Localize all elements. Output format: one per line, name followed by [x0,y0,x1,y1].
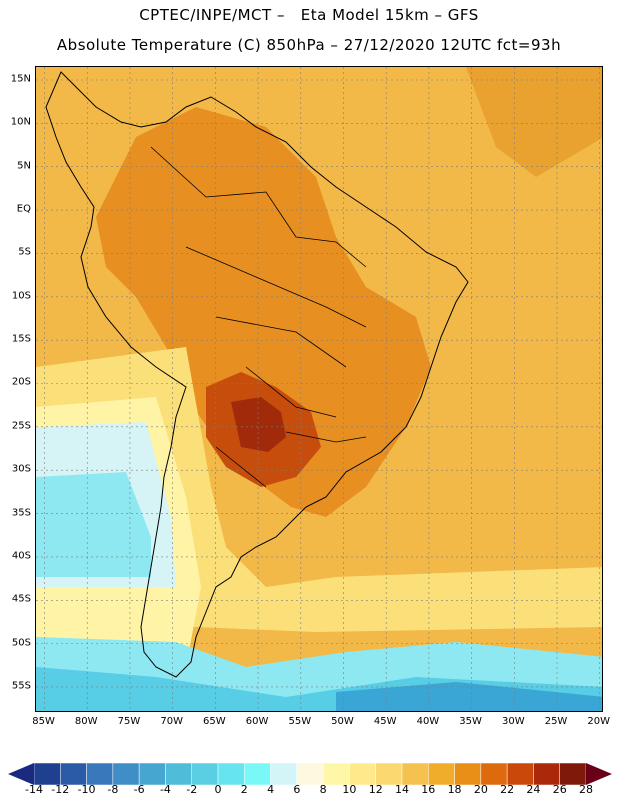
continental-hot-zone [96,107,431,517]
colorbar-label: 28 [579,783,593,796]
colorbar-label: 8 [319,783,327,796]
colder-pacific-zone [36,472,151,577]
colorbar-cell [191,762,219,786]
latitude-label: 5N [17,160,31,172]
colorbar-cell [375,762,403,786]
colorbar-label: -10 [77,783,96,796]
colorbar-label: 24 [526,783,541,796]
colorbar-label: 22 [500,783,515,796]
latitude-label: 35S [11,507,31,519]
colorbar-cell [401,762,429,786]
latitude-label: 30S [11,463,31,475]
warm-atlantic-area [466,67,602,177]
longitude-label: 65W [203,716,226,727]
colorbar-label: -6 [133,783,145,796]
longitude-label: 80W [74,716,98,727]
longitude-label: 20W [587,716,611,727]
latitude-label: 20S [11,376,31,388]
colorbar-cell [86,762,114,786]
colorbar-low-arrow [8,763,34,785]
latitude-label: 15S [11,333,31,345]
colorbar-label: 14 [395,783,409,796]
colorbar-label: -2 [186,783,198,796]
latitude-label: 25S [11,420,31,432]
colorbar-cell [454,762,482,786]
colorbar-cell [506,762,534,786]
colorbar-cell [112,762,140,786]
colorbar-cell [480,762,508,786]
colorbar-cell [296,762,324,786]
map-title-line-1: CPTEC/INPE/MCT – Eta Model 15km – GFS [139,6,479,24]
map-title-line-2: Absolute Temperature (C) 850hPa – 27/12/… [56,36,562,54]
longitude-label: 70W [160,716,183,727]
colorbar-cell [33,762,61,786]
longitude-label: 35W [459,716,482,727]
longitude-label: 50W [331,716,354,727]
chaco-very-hot-core [231,397,286,452]
colorbar-cell [349,762,376,786]
colorbar-cell [270,762,298,786]
latitude-label: 15N [10,73,31,85]
colorbar-label: 26 [552,783,567,796]
latitude-label: 50S [11,637,31,649]
colorbar-cell [244,762,271,786]
colorbar-label: 20 [473,783,488,796]
longitude-label: 55W [288,716,312,727]
colorbar-label: -8 [107,783,119,796]
colorbar-label: 4 [267,783,275,796]
longitude-label: 40W [416,716,440,727]
colorbar-cell [217,762,245,786]
longitude-label: 25W [544,716,568,727]
colorbar-label: 16 [421,783,436,796]
colorbar-label: -4 [159,783,171,796]
latitude-label: 10S [11,290,31,302]
south-america-coastline [45,71,469,678]
colorbar-cells [33,762,587,786]
colorbar-label: 6 [293,783,301,796]
colorbar-label: -14 [25,783,43,796]
colorbar-cell [322,762,350,786]
latitude-label: 55S [11,680,31,692]
colorbar-label: 12 [368,783,383,796]
colorbar-cell [138,762,166,786]
colorbar-cell [533,762,560,786]
colorbar-cell [60,762,87,786]
temperature-field [36,67,602,711]
colorbar-label: 10 [342,783,357,796]
colorbar-label: -12 [51,783,70,796]
longitude-label: 30W [502,716,525,727]
map-canvas [36,67,602,711]
latitude-label: 10N [10,116,31,128]
colorbar-label: 2 [240,783,248,796]
longitude-label: 85W [32,716,55,727]
colorbar-cell [428,762,455,786]
colorbar-label: 18 [447,783,462,796]
longitude-label: 75W [117,716,141,727]
colorbar-cell [165,762,192,786]
colorbar-high-arrow [586,763,612,785]
latitude-label: EQ [16,203,31,215]
latitude-label: 45S [11,593,31,605]
colorbar-cell [559,762,587,786]
longitude-label: 45W [373,716,397,727]
latitude-label: 5S [18,246,31,258]
colorbar [8,762,612,786]
southern-ocean-coldest [336,682,602,711]
latitude-label: 40S [11,550,31,562]
coastlines [45,71,469,678]
longitude-label: 60W [245,716,269,727]
colorbar-label: 0 [214,783,222,796]
temperature-map [35,66,603,712]
country-borders [150,146,367,488]
